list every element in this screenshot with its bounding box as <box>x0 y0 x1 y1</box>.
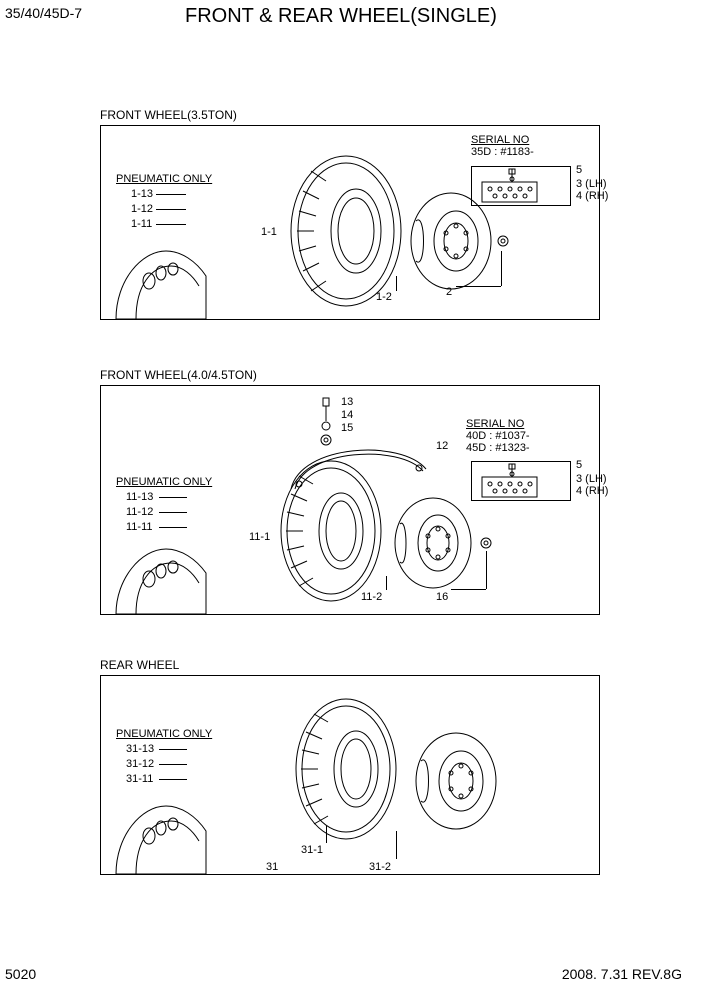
callout-1-13: 1-13 <box>131 188 153 200</box>
section-label-rear: REAR WHEEL <box>100 658 179 672</box>
serial-title: SERIAL NO <box>466 418 524 430</box>
callout-1-12: 1-12 <box>131 203 153 215</box>
callout-1-11: 1-11 <box>131 218 152 230</box>
header: 35/40/45D-7 FRONT & REAR WHEEL(SINGLE) <box>0 5 702 35</box>
rim-rear-icon <box>406 731 506 831</box>
leader <box>486 551 487 589</box>
section-label-front35: FRONT WHEEL(3.5TON) <box>100 108 237 122</box>
callout-11-11: 11-11 <box>126 521 153 533</box>
callout-31-2: 31-2 <box>369 861 391 873</box>
pneumatic-label: PNEUMATIC ONLY <box>116 476 212 488</box>
callout-16: 16 <box>436 591 448 603</box>
bolt-16-icon <box>479 536 493 550</box>
callout-31-12: 31-12 <box>126 758 154 770</box>
callout-11-1: 11-1 <box>249 531 270 543</box>
callout-4-rh: 4 (RH) <box>576 485 608 497</box>
pneumatic-label: PNEUMATIC ONLY <box>116 728 212 740</box>
leader <box>159 764 187 765</box>
pneumatic-label: PNEUMATIC ONLY <box>116 173 212 185</box>
leader <box>386 576 387 590</box>
page-title: FRONT & REAR WHEEL(SINGLE) <box>185 5 497 28</box>
pedal-plate-icon <box>472 167 572 207</box>
leader <box>326 826 327 843</box>
leader <box>159 527 187 528</box>
leader <box>159 779 187 780</box>
pedal-plate-icon <box>472 462 572 502</box>
pedal-plate-front35 <box>471 166 571 206</box>
leader <box>156 224 186 225</box>
callout-5: 5 <box>576 459 582 471</box>
rim-front40-icon <box>386 496 481 591</box>
leader <box>396 831 397 859</box>
callout-5: 5 <box>576 164 582 176</box>
serial-line1: 40D : #1037- <box>466 430 530 442</box>
leader <box>159 497 187 498</box>
axle-front35-icon <box>111 231 211 321</box>
serial-line1: 35D : #1183- <box>471 146 534 158</box>
callout-1-2: 1-2 <box>376 291 392 303</box>
callout-11-12: 11-12 <box>126 506 153 518</box>
panel-front40: SERIAL NO 40D : #1037- 45D : #1323- PNEU… <box>100 385 600 615</box>
leader <box>159 749 187 750</box>
callout-11-2: 11-2 <box>361 591 382 603</box>
serial-title: SERIAL NO <box>471 134 529 146</box>
leader <box>451 589 486 590</box>
callout-12: 12 <box>436 440 448 452</box>
panel-rear: PNEUMATIC ONLY 31-13 31-12 31-11 31-1 31… <box>100 675 600 875</box>
callout-3-lh: 3 (LH) <box>576 473 607 485</box>
callout-1-1: 1-1 <box>261 226 277 238</box>
callout-11-13: 11-13 <box>126 491 153 503</box>
section-label-front40: FRONT WHEEL(4.0/4.5TON) <box>100 368 257 382</box>
callout-15: 15 <box>341 422 353 434</box>
footer-page: 5020 <box>5 966 36 982</box>
tire-front35-icon <box>281 151 411 311</box>
tire-front40-icon <box>271 456 391 606</box>
tire-rear-icon <box>286 694 406 844</box>
callout-31: 31 <box>266 861 278 873</box>
pedal-plate-front40 <box>471 461 571 501</box>
callout-2: 2 <box>446 286 452 298</box>
serial-front35: SERIAL NO 35D : #1183- <box>471 134 534 158</box>
callout-14: 14 <box>341 409 353 421</box>
panel-front35: SERIAL NO 35D : #1183- PNEUMATIC ONLY 1-… <box>100 125 600 320</box>
axle-rear-icon <box>111 786 211 876</box>
footer-rev: 2008. 7.31 REV.8G <box>562 966 682 982</box>
leader <box>456 286 501 287</box>
leader <box>156 209 186 210</box>
serial-front40: SERIAL NO 40D : #1037- 45D : #1323- <box>466 418 530 454</box>
leader <box>501 251 502 286</box>
axle-front40-icon <box>111 531 211 616</box>
leader <box>156 194 186 195</box>
callout-13: 13 <box>341 396 353 408</box>
callout-4-rh: 4 (RH) <box>576 190 608 202</box>
callout-31-13: 31-13 <box>126 743 154 755</box>
callout-31-11: 31-11 <box>126 773 153 785</box>
leader <box>396 276 397 291</box>
callout-3-lh: 3 (LH) <box>576 178 607 190</box>
bolt-2-icon <box>496 234 510 248</box>
callout-31-1: 31-1 <box>301 844 323 856</box>
model-code: 35/40/45D-7 <box>5 5 82 21</box>
leader <box>159 512 187 513</box>
serial-line2: 45D : #1323- <box>466 442 530 454</box>
